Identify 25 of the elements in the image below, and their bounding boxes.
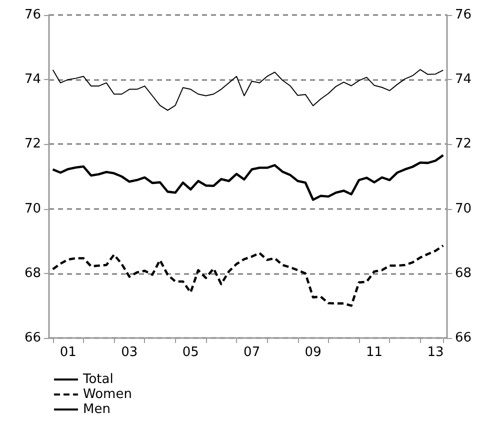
line-series [52, 244, 444, 307]
line-series [52, 69, 444, 111]
legend-label: Men [83, 402, 110, 417]
y-tick-label: 76 [24, 8, 41, 22]
x-tick-label: 05 [182, 345, 199, 360]
x-tick-label: 07 [244, 345, 260, 360]
y-tick-label: 68 [24, 266, 41, 281]
y2-tick-label: 76 [455, 8, 472, 22]
x-tick-label: 11 [366, 345, 383, 360]
x-tick-label: 09 [304, 345, 322, 360]
x-tick-label: 13 [427, 345, 444, 360]
line-series [52, 154, 444, 201]
y2-tick-label: 72 [455, 136, 472, 152]
y-tick-label: 74 [24, 72, 41, 88]
legend-label: Women [83, 387, 132, 402]
y2-tick-label: 66 [455, 330, 472, 346]
y2-tick-label: 70 [455, 201, 472, 216]
y-tick-label: 72 [24, 136, 41, 152]
y-tick-label: 70 [24, 201, 41, 216]
y2-tick-label: 74 [455, 72, 472, 88]
legend-label: Total [82, 372, 114, 387]
x-tick-label: 03 [121, 345, 138, 360]
x-tick-label: 01 [60, 345, 76, 360]
y-tick-label: 66 [24, 330, 41, 346]
y2-tick-label: 68 [455, 266, 472, 281]
